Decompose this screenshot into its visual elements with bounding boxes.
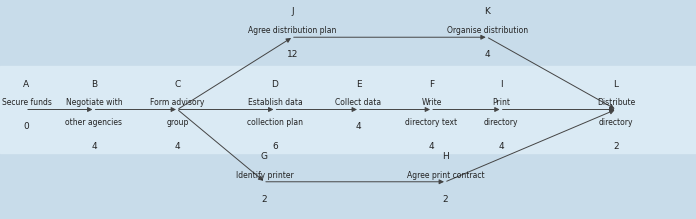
- Text: 0: 0: [24, 122, 29, 131]
- Text: L: L: [613, 80, 619, 89]
- Text: directory: directory: [599, 118, 633, 127]
- Text: E: E: [356, 80, 361, 89]
- Text: J: J: [291, 7, 294, 16]
- Text: I: I: [500, 80, 503, 89]
- Text: group: group: [166, 118, 189, 127]
- Text: 4: 4: [356, 122, 361, 131]
- Bar: [0, 66, 696, 153]
- Text: Distribute: Distribute: [597, 98, 635, 107]
- Text: D: D: [271, 80, 278, 89]
- Text: G: G: [261, 152, 268, 161]
- Text: directory text: directory text: [406, 118, 457, 127]
- Text: Agree print contract: Agree print contract: [406, 171, 484, 180]
- Text: Negotiate with: Negotiate with: [65, 98, 122, 107]
- Text: Form advisory: Form advisory: [150, 98, 205, 107]
- Text: 2: 2: [443, 195, 448, 204]
- Text: 12: 12: [287, 50, 298, 59]
- Text: Agree distribution plan: Agree distribution plan: [248, 26, 336, 35]
- Text: K: K: [484, 7, 490, 16]
- Text: 4: 4: [175, 142, 180, 151]
- Text: H: H: [442, 152, 449, 161]
- Text: 4: 4: [429, 142, 434, 151]
- Text: other agencies: other agencies: [65, 118, 122, 127]
- Text: A: A: [24, 80, 29, 89]
- Text: Organise distribution: Organise distribution: [447, 26, 528, 35]
- Text: Print: Print: [492, 98, 510, 107]
- Text: 4: 4: [91, 142, 97, 151]
- Text: Identify printer: Identify printer: [236, 171, 293, 180]
- Text: Collect data: Collect data: [335, 98, 381, 107]
- Text: directory: directory: [484, 118, 519, 127]
- Text: 6: 6: [272, 142, 278, 151]
- Text: 4: 4: [484, 50, 490, 59]
- Text: F: F: [429, 80, 434, 89]
- Text: Establish data: Establish data: [248, 98, 302, 107]
- Text: 2: 2: [613, 142, 619, 151]
- Text: Secure funds: Secure funds: [1, 98, 52, 107]
- Text: 2: 2: [262, 195, 267, 204]
- Text: Write: Write: [421, 98, 442, 107]
- Text: 4: 4: [498, 142, 504, 151]
- Text: B: B: [91, 80, 97, 89]
- Text: C: C: [175, 80, 180, 89]
- Text: collection plan: collection plan: [247, 118, 303, 127]
